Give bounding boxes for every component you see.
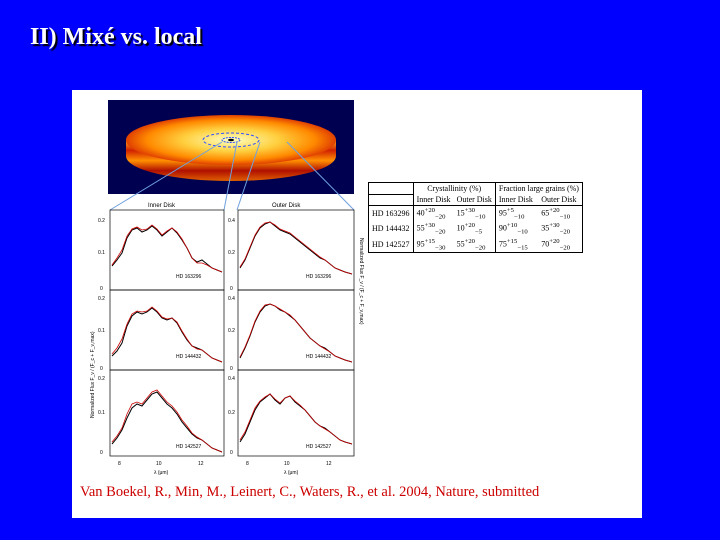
star-label-inner: HD 142527 — [176, 444, 202, 450]
y-tick-label-right: 0.2 — [228, 250, 235, 256]
star-label-outer: HD 144432 — [306, 354, 332, 360]
y-tick-label-right: 0.4 — [228, 296, 235, 302]
table-cell: 90+10−10 — [494, 221, 539, 237]
table-star-name: HD 144432 — [372, 224, 410, 234]
table-cell: 70+20−20 — [541, 237, 571, 251]
table-corner — [368, 182, 414, 195]
star-label-inner: HD 144432 — [176, 354, 202, 360]
table-cell: 55+30−20 — [412, 221, 454, 237]
y-tick-label: 0.2 — [98, 376, 105, 382]
y-tick-label: 0.1 — [98, 328, 105, 334]
table-group-header: Fraction large grains (%) — [494, 182, 583, 194]
crystallinity-table: Crystallinity (%) Fraction large grains … — [368, 182, 583, 253]
table-row: HD 163296 40+20−20 15+30−10 95+5−10 65+2… — [369, 205, 583, 222]
x-tick-label-inner: 10 — [156, 461, 162, 467]
star-label-outer: HD 163296 — [306, 274, 332, 280]
y-tick-label-right: 0 — [230, 366, 233, 372]
y-tick-label: 0 — [100, 286, 103, 292]
x-axis-label: λ (μm) — [284, 470, 299, 476]
table-star-name: HD 163296 — [372, 209, 410, 219]
table-subheader: Outer Disk — [453, 194, 496, 206]
table-row: HD 144432 55+30−20 10+20−5 90+10−10 35+3… — [369, 221, 583, 237]
table-subheader: Outer Disk — [538, 194, 583, 206]
y-tick-label-right: 0 — [230, 286, 233, 292]
table-group-header: Crystallinity (%) — [412, 182, 496, 194]
table-star-name: HD 142527 — [372, 239, 410, 249]
table-cell: 55+20−20 — [456, 237, 486, 251]
x-tick-label-outer: 10 — [284, 461, 290, 467]
table-cell: 15+30−10 — [456, 207, 486, 221]
table-cell: 75+15−15 — [494, 236, 539, 253]
x-tick-label-inner: 12 — [198, 461, 204, 467]
table-cell: 35+30−20 — [541, 222, 571, 236]
table-corner — [368, 194, 414, 206]
table-cell: 65+20−10 — [541, 207, 571, 221]
y-tick-label: 0 — [100, 366, 103, 372]
y-tick-label: 0 — [100, 450, 103, 456]
figure-panel: Inner Disk Outer Disk — [72, 90, 642, 518]
table-row: HD 142527 95+15−30 55+20−20 75+15−15 70+… — [369, 236, 583, 253]
disk-image — [126, 115, 336, 181]
y-tick-label-right: 0.2 — [228, 410, 235, 416]
y-tick-label-right: 0.4 — [228, 376, 235, 382]
outer-disk-label: Outer Disk — [272, 203, 301, 209]
table-cell: 95+15−30 — [412, 236, 454, 253]
y-axis-label-left: Normalized Flux F_ν / (F_c + F_ν,max) — [90, 331, 96, 418]
star-label-outer: HD 142527 — [306, 444, 332, 450]
table-cell: 95+5−10 — [494, 205, 539, 222]
y-tick-label-right: 0.4 — [228, 218, 235, 224]
y-tick-label: 0.2 — [98, 296, 105, 302]
table-subheader: Inner Disk — [412, 194, 454, 206]
table-cell: 40+20−20 — [412, 205, 454, 222]
disk-illustration — [108, 100, 354, 194]
y-tick-label: 0.1 — [98, 410, 105, 416]
citation-text: Van Boekel, R., Min, M., Leinert, C., Wa… — [80, 484, 540, 500]
connector-lines — [109, 141, 355, 211]
y-tick-label: 0.1 — [98, 250, 105, 256]
star-label-inner: HD 163296 — [176, 274, 202, 280]
x-tick-label-outer: 12 — [326, 461, 332, 467]
y-axis-label-right: Normalized Flux F_ν / (F_c + F_ν,max) — [358, 238, 364, 325]
inner-disk-label: Inner Disk — [148, 203, 176, 209]
x-tick-label-outer: 8 — [246, 461, 249, 467]
x-axis-label: λ (μm) — [154, 470, 169, 476]
y-tick-label-right: 0 — [230, 450, 233, 456]
table-cell: 10+20−5 — [456, 222, 483, 236]
slide-title: II) Mixé vs. local — [30, 24, 202, 50]
x-tick-label-inner: 8 — [118, 461, 121, 467]
y-tick-label: 0.2 — [98, 218, 105, 224]
y-tick-label-right: 0.2 — [228, 328, 235, 334]
table-subheader: Inner Disk — [494, 194, 539, 206]
spectra-plots: 8 10 12 8 10 12 0 0.1 0.2 0 0.1 0.2 0 0.… — [90, 209, 364, 476]
